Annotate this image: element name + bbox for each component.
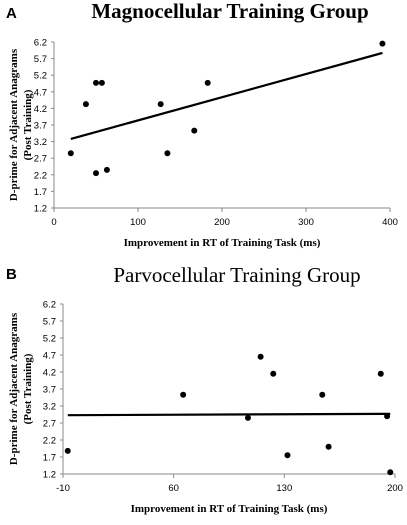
x-tick-label: 130 [276,483,292,494]
x-tick-label: 100 [130,217,146,228]
data-point [180,391,187,398]
y-axis-label-line: D-prime for Adjacent Anagrams [8,312,20,465]
y-axis-label-line: (Post Training) [22,89,34,160]
x-tick-label: 200 [387,483,403,494]
y-tick-label: 1.2 [34,204,47,215]
trendline [67,412,391,417]
y-tick-label: 1.2 [43,470,56,481]
data-point [257,353,264,360]
data-point [93,79,99,86]
data-point [384,413,391,420]
y-tick-label: 4.2 [43,368,56,379]
y-tick-label: 5.2 [43,334,56,345]
x-tick-label: -10 [56,483,70,494]
y-tick-label: 1.7 [43,453,56,464]
x-axis-label: Improvement in RT of Training Task (ms) [131,503,328,515]
data-point [379,40,386,47]
panel-letter: B [6,266,17,283]
chart-panel-b: B Parvocellular Training Group 1.2 1.7 2.2 2.… [6,263,403,515]
y-tick-label: 2.7 [34,154,47,165]
y-tick-label: 4.7 [34,87,47,98]
y-axis-label-line: (Post Training) [22,353,34,424]
y-tick-label: 1.7 [34,187,47,198]
y-tick-label: 3.2 [34,137,47,148]
data-point [244,414,251,421]
y-tick-label: 4.2 [34,104,47,115]
y-tick-label: 3.7 [43,385,56,396]
data-point [387,469,394,476]
chart-title: Magnocellular Training Group [91,0,368,23]
y-tick-label: 2.2 [43,436,56,447]
data-point [103,166,110,173]
x-tick-label: 0 [51,217,56,228]
y-tick-label: 2.2 [34,170,47,181]
y-tick-label: 2.7 [43,419,56,430]
x-axis-label: Improvement in RT of Training Task (ms) [124,237,321,249]
x-tick-label: 300 [298,217,314,228]
y-tick-label: 5.7 [43,317,56,328]
chart-panel-a: A Magnocellular Training Group 1.2 1.7 2.2 2.… [6,0,398,249]
x-tick-label: 200 [214,217,230,228]
data-point [204,79,211,86]
y-tick-label: 6.2 [34,38,47,49]
data-point [157,101,164,108]
data-point [270,370,277,377]
y-tick-label: 3.7 [34,121,47,132]
y-tick-label: 5.2 [34,71,47,82]
data-point [284,452,291,459]
data-point [82,101,89,108]
panel-letter: A [6,5,17,22]
data-point [98,79,105,86]
data-point [377,370,384,377]
trendline [70,51,383,141]
y-tick-label: 3.2 [43,402,56,413]
y-tick-label: 4.7 [43,351,56,362]
x-tick-label: 400 [382,217,398,228]
y-tick-label: 6.2 [43,300,56,311]
data-point [164,150,171,157]
data-point [64,447,71,454]
data-point [191,127,198,134]
data-point [93,170,99,177]
y-tick-label: 5.7 [34,54,47,65]
data-point [325,443,332,450]
chart-title: Parvocellular Training Group [113,263,360,287]
data-point [319,391,326,398]
x-tick-label: 60 [168,483,179,494]
data-point [67,150,74,157]
y-axis-label-line: D-prime for Adjacent Anagrams [8,48,20,201]
